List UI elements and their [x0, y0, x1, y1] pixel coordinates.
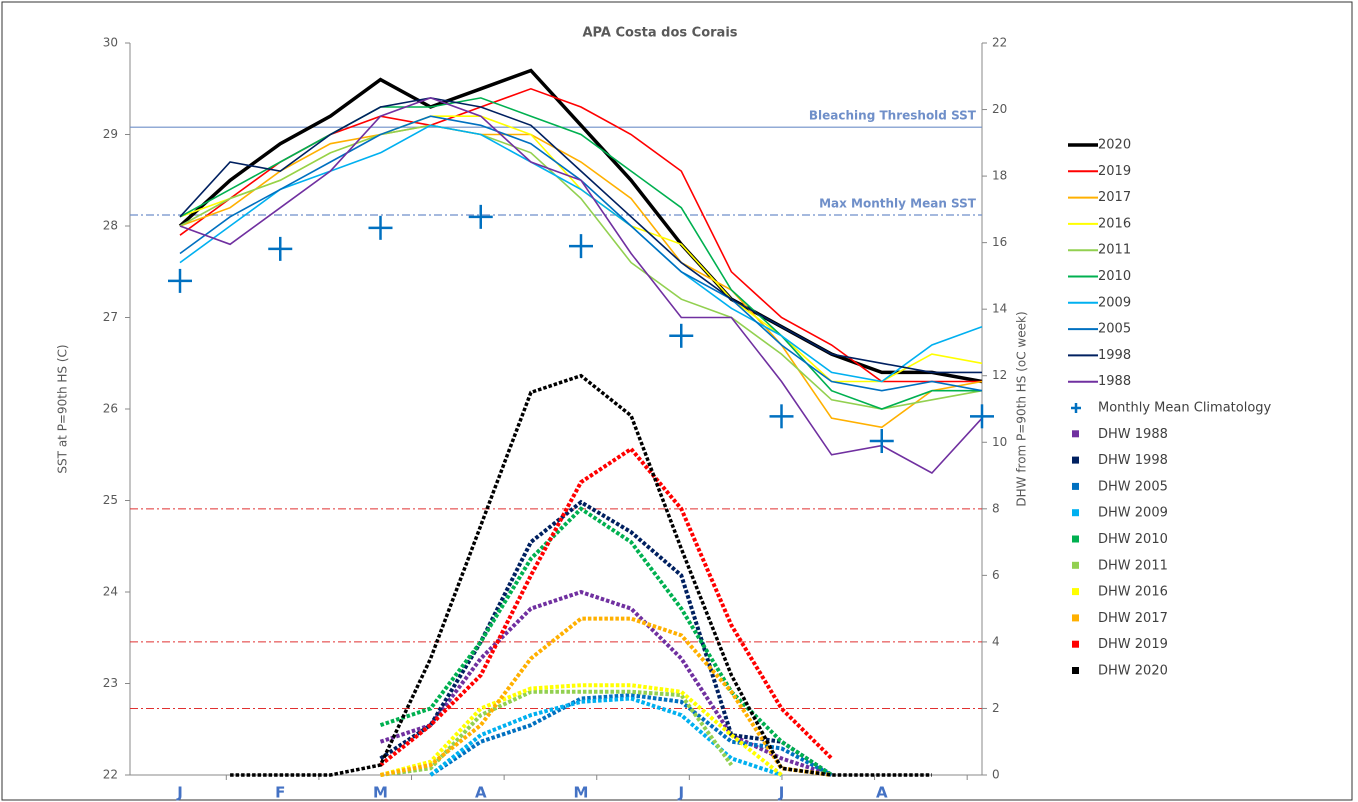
y2-tick-label: 18 [992, 169, 1007, 183]
climatology-marker [168, 268, 192, 293]
y2-tick-label: 2 [992, 701, 1000, 715]
y2-tick-label: 16 [992, 235, 1007, 249]
y-axis-label: SST at P=90th HS (C) [56, 344, 70, 473]
legend-label: 2005 [1098, 322, 1131, 337]
legend-label: DHW 2019 [1098, 637, 1168, 652]
sst-line [179, 124, 983, 429]
legend-label: DHW 2016 [1098, 585, 1168, 600]
sst-line [179, 97, 983, 475]
reference-label: Max Monthly Mean SST [819, 197, 977, 211]
x-tick-label: M [373, 784, 388, 802]
legend-symbol [1072, 588, 1079, 596]
legend-symbol [1072, 456, 1079, 464]
y-tick-label: 23 [103, 676, 118, 690]
sst-line [179, 124, 983, 410]
sst-line [179, 97, 982, 410]
legend-label: DHW 2020 [1098, 664, 1168, 679]
y2-tick-label: 14 [992, 302, 1007, 316]
y2-tick-label: 0 [992, 768, 1000, 782]
dhw-line [379, 446, 834, 767]
x-tick-label: J [778, 784, 785, 802]
reference-label: Bleaching Threshold SST [809, 109, 977, 123]
dhw-line [380, 616, 832, 777]
legend-label: DHW 2017 [1098, 611, 1168, 626]
legend-symbol [1072, 667, 1079, 674]
legend-label: DHW 2009 [1098, 506, 1168, 521]
legend-symbol [1072, 482, 1079, 490]
x-tick-label: J [677, 784, 684, 802]
legend-label: DHW 1998 [1098, 453, 1168, 468]
y-tick-label: 24 [103, 585, 118, 599]
climatology-marker [669, 323, 694, 348]
y2-axis-label: DHW from P=90th HS (oC week) [1015, 311, 1029, 506]
dhw-line [429, 693, 833, 777]
climatology-marker [569, 234, 593, 259]
dhw-line [429, 696, 783, 777]
dhw-line [230, 373, 932, 777]
legend-label: 2010 [1098, 269, 1131, 284]
climatology-marker [970, 404, 994, 429]
legend-label: 2020 [1098, 138, 1131, 153]
y-tick-label: 28 [103, 219, 118, 233]
climatology-marker [368, 215, 393, 240]
legend-symbol [1072, 561, 1079, 569]
sst-line [179, 124, 983, 383]
x-tick-label: M [574, 784, 589, 802]
y2-tick-label: 8 [992, 501, 1000, 515]
y-tick-label: 26 [103, 402, 118, 416]
x-tick-label: F [275, 784, 285, 802]
legend-label: 2009 [1098, 295, 1131, 310]
legend-label: 1998 [1098, 348, 1131, 363]
y2-tick-label: 22 [992, 36, 1007, 50]
legend-label: DHW 2005 [1098, 479, 1168, 494]
y-tick-label: 30 [103, 36, 118, 50]
y2-tick-label: 12 [992, 368, 1007, 382]
dhw-line [379, 499, 833, 777]
legend-label: 2019 [1098, 164, 1131, 179]
x-tick-label: J [176, 784, 183, 802]
x-tick-label: A [475, 784, 487, 802]
legend-symbol [1072, 535, 1079, 543]
legend-label: DHW 2010 [1098, 532, 1168, 547]
y-tick-label: 29 [103, 127, 118, 141]
legend-label: 2017 [1098, 190, 1131, 205]
legend-label: Monthly Mean Climatology [1098, 401, 1272, 416]
legend-label: 2011 [1098, 243, 1131, 258]
climatology-marker [268, 236, 293, 261]
y-tick-label: 22 [103, 768, 118, 782]
dhw-line [379, 683, 783, 777]
climatology-marker [468, 204, 493, 229]
legend-symbol [1072, 509, 1079, 517]
climatology-marker [869, 429, 894, 454]
y2-tick-label: 10 [992, 435, 1007, 449]
sst-line [179, 97, 982, 374]
chart-title: APA Costa dos Corais [582, 26, 737, 41]
y2-tick-label: 4 [992, 634, 1000, 648]
dhw-line [379, 506, 833, 777]
y-tick-label: 25 [103, 493, 118, 507]
legend-symbol [1072, 614, 1079, 622]
y2-tick-label: 20 [992, 102, 1007, 116]
y-tick-label: 27 [103, 310, 118, 324]
legend-symbol [1072, 640, 1079, 648]
legend-label: DHW 2011 [1098, 558, 1168, 573]
x-tick-label: A [876, 784, 888, 802]
legend-label: 2016 [1098, 216, 1131, 231]
legend-label: 1988 [1098, 374, 1131, 389]
y2-tick-label: 6 [992, 568, 1000, 582]
sst-line [178, 68, 983, 384]
legend-symbol [1072, 430, 1079, 438]
climatology-marker [769, 404, 794, 429]
legend-label: DHW 1988 [1098, 427, 1168, 442]
